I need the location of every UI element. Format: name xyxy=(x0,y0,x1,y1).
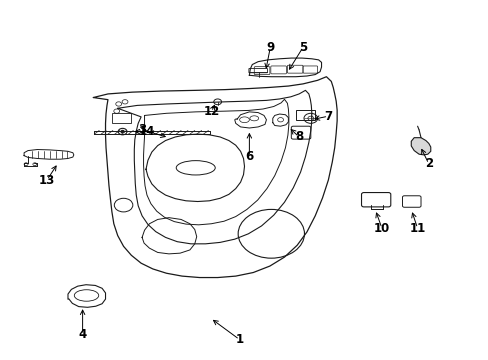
Polygon shape xyxy=(410,138,430,155)
Text: 14: 14 xyxy=(139,125,155,138)
Text: 13: 13 xyxy=(39,174,55,186)
Text: 8: 8 xyxy=(294,130,303,144)
Text: 12: 12 xyxy=(203,105,219,118)
Text: 10: 10 xyxy=(373,222,389,235)
Circle shape xyxy=(121,131,124,133)
Text: 5: 5 xyxy=(298,41,306,54)
Text: 1: 1 xyxy=(235,333,243,346)
Text: 7: 7 xyxy=(324,110,332,123)
Text: 6: 6 xyxy=(245,150,253,163)
Text: 2: 2 xyxy=(424,157,432,170)
Text: 4: 4 xyxy=(79,328,86,341)
Text: 11: 11 xyxy=(408,222,425,235)
Text: 9: 9 xyxy=(265,41,274,54)
Text: 3: 3 xyxy=(138,123,146,136)
